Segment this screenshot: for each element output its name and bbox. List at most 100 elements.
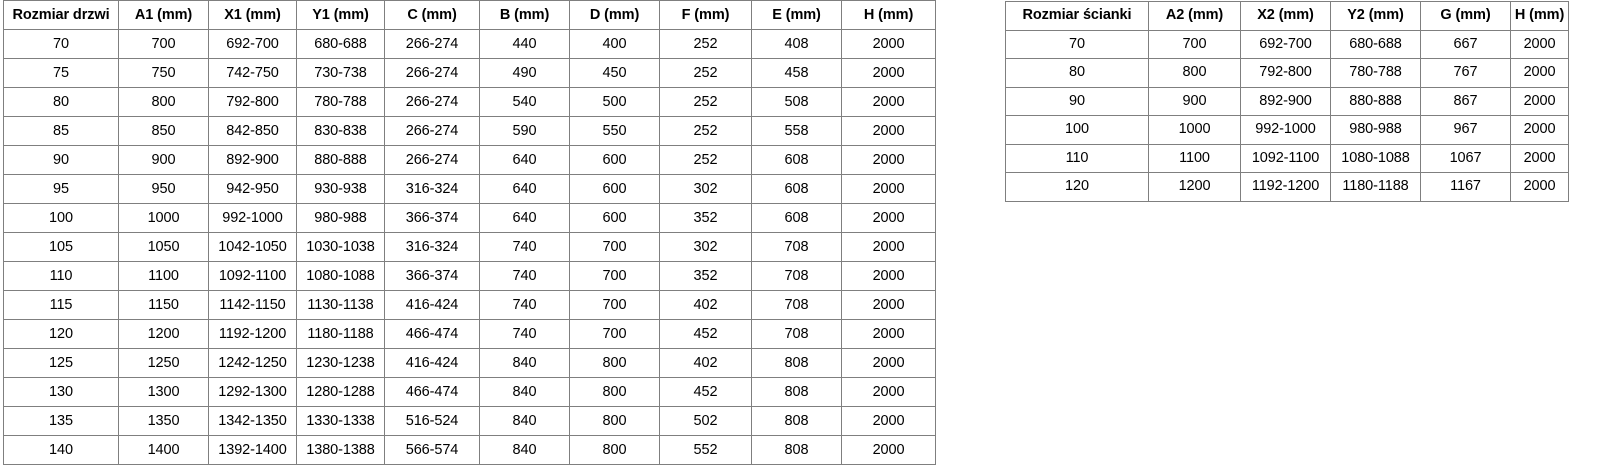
- table-cell: 992-1000: [208, 203, 297, 233]
- table-cell: 130: [3, 377, 119, 407]
- table-cell: 2000: [841, 435, 936, 465]
- table-cell: 452: [659, 319, 752, 349]
- table-row: 70 700 692-700 680-688 266-274 440 400 252 408 20…: [3, 29, 936, 59]
- column-header-c: C (mm): [384, 0, 480, 30]
- table-cell: 110: [3, 261, 119, 291]
- table-cell: 402: [659, 348, 752, 378]
- table-cell: 1130-1138: [296, 290, 385, 320]
- table-cell: 566-574: [384, 435, 480, 465]
- table-cell: 840: [479, 406, 570, 436]
- table-cell: 808: [751, 435, 842, 465]
- column-header-h: H (mm): [1510, 1, 1569, 31]
- column-header-a1: A1 (mm): [118, 0, 209, 30]
- table-cell: 2000: [841, 290, 936, 320]
- table-cell: 1200: [118, 319, 209, 349]
- wall-table-header: Rozmiar ścianki A2 (mm) X2 (mm) Y2 (mm) …: [1005, 1, 1569, 31]
- table-row: 80 800 792-800 780-788 266-274 540 500 252 508 20…: [3, 87, 936, 117]
- table-cell: 1050: [118, 232, 209, 262]
- table-cell: 2000: [1510, 58, 1569, 88]
- table-cell: 135: [3, 406, 119, 436]
- table-cell: 800: [118, 87, 209, 117]
- table-cell: 400: [569, 29, 660, 59]
- table-header-row: Rozmiar ścianki A2 (mm) X2 (mm) Y2 (mm) …: [1005, 1, 1569, 31]
- table-cell: 892-900: [1240, 86, 1331, 116]
- table-row: 120 1200 1192-1200 1180-1188 1167 2000: [1005, 172, 1569, 202]
- table-cell: 366-374: [384, 261, 480, 291]
- table-cell: 252: [659, 58, 752, 88]
- table-cell: 105: [3, 232, 119, 262]
- table-cell: 2000: [841, 261, 936, 291]
- table-cell: 792-800: [208, 87, 297, 117]
- table-cell: 500: [569, 87, 660, 117]
- table-cell: 608: [751, 174, 842, 204]
- table-header-row: Rozmiar drzwi A1 (mm) X1 (mm) Y1 (mm) C …: [3, 0, 936, 30]
- column-header-y2: Y2 (mm): [1330, 1, 1421, 31]
- table-cell: 2000: [841, 348, 936, 378]
- table-cell: 2000: [1510, 29, 1569, 59]
- table-cell: 2000: [841, 377, 936, 407]
- table-row: 85 850 842-850 830-838 266-274 590 550 252 558 20…: [3, 116, 936, 146]
- table-cell: 516-524: [384, 406, 480, 436]
- table-cell: 552: [659, 435, 752, 465]
- table-cell: 708: [751, 232, 842, 262]
- table-cell: 950: [118, 174, 209, 204]
- column-header-rozmiar-scianki: Rozmiar ścianki: [1005, 1, 1149, 31]
- table-cell: 1330-1338: [296, 406, 385, 436]
- table-cell: 1000: [118, 203, 209, 233]
- table-row: 140 1400 1392-1400 1380-1388 566-574 840 800 55…: [3, 435, 936, 465]
- table-cell: 600: [569, 174, 660, 204]
- table-cell: 830-838: [296, 116, 385, 146]
- table-cell: 316-324: [384, 232, 480, 262]
- table-cell: 1092-1100: [208, 261, 297, 291]
- table-cell: 1100: [118, 261, 209, 291]
- table-cell: 352: [659, 261, 752, 291]
- table-cell: 1280-1288: [296, 377, 385, 407]
- table-cell: 792-800: [1240, 58, 1331, 88]
- table-cell: 402: [659, 290, 752, 320]
- table-cell: 266-274: [384, 58, 480, 88]
- table-row: 90 900 892-900 880-888 266-274 640 600 252 608 20…: [3, 145, 936, 175]
- table-cell: 1080-1088: [1330, 143, 1421, 173]
- table-cell: 708: [751, 319, 842, 349]
- table-cell: 408: [751, 29, 842, 59]
- table-cell: 1192-1200: [1240, 172, 1331, 202]
- table-cell: 1230-1238: [296, 348, 385, 378]
- table-cell: 466-474: [384, 319, 480, 349]
- table-cell: 252: [659, 87, 752, 117]
- table-cell: 90: [1005, 86, 1149, 116]
- table-cell: 502: [659, 406, 752, 436]
- table-cell: 740: [479, 261, 570, 291]
- table-cell: 680-688: [1330, 29, 1421, 59]
- table-cell: 1350: [118, 406, 209, 436]
- table-cell: 590: [479, 116, 570, 146]
- table-cell: 680-688: [296, 29, 385, 59]
- table-cell: 466-474: [384, 377, 480, 407]
- table-cell: 1250: [118, 348, 209, 378]
- table-cell: 2000: [841, 203, 936, 233]
- table-row: 125 1250 1242-1250 1230-1238 416-424 840 800 40…: [3, 348, 936, 378]
- table-cell: 700: [1148, 29, 1241, 59]
- table-cell: 1092-1100: [1240, 143, 1331, 173]
- table-cell: 640: [479, 174, 570, 204]
- doors-dimensions-table: Rozmiar drzwi A1 (mm) X1 (mm) Y1 (mm) C …: [3, 0, 936, 465]
- table-cell: 808: [751, 348, 842, 378]
- table-cell: 558: [751, 116, 842, 146]
- table-cell: 840: [479, 435, 570, 465]
- table-cell: 2000: [841, 58, 936, 88]
- table-cell: 2000: [841, 174, 936, 204]
- table-cell: 416-424: [384, 348, 480, 378]
- table-cell: 550: [569, 116, 660, 146]
- table-cell: 800: [569, 435, 660, 465]
- column-header-e: E (mm): [751, 0, 842, 30]
- table-cell: 416-424: [384, 290, 480, 320]
- table-cell: 266-274: [384, 87, 480, 117]
- table-cell: 100: [1005, 115, 1149, 145]
- table-cell: 316-324: [384, 174, 480, 204]
- column-header-y1: Y1 (mm): [296, 0, 385, 30]
- table-cell: 110: [1005, 143, 1149, 173]
- column-header-d: D (mm): [569, 0, 660, 30]
- column-header-rozmiar-drzwi: Rozmiar drzwi: [3, 0, 119, 30]
- table-row: 130 1300 1292-1300 1280-1288 466-474 840 800 45…: [3, 377, 936, 407]
- table-cell: 900: [118, 145, 209, 175]
